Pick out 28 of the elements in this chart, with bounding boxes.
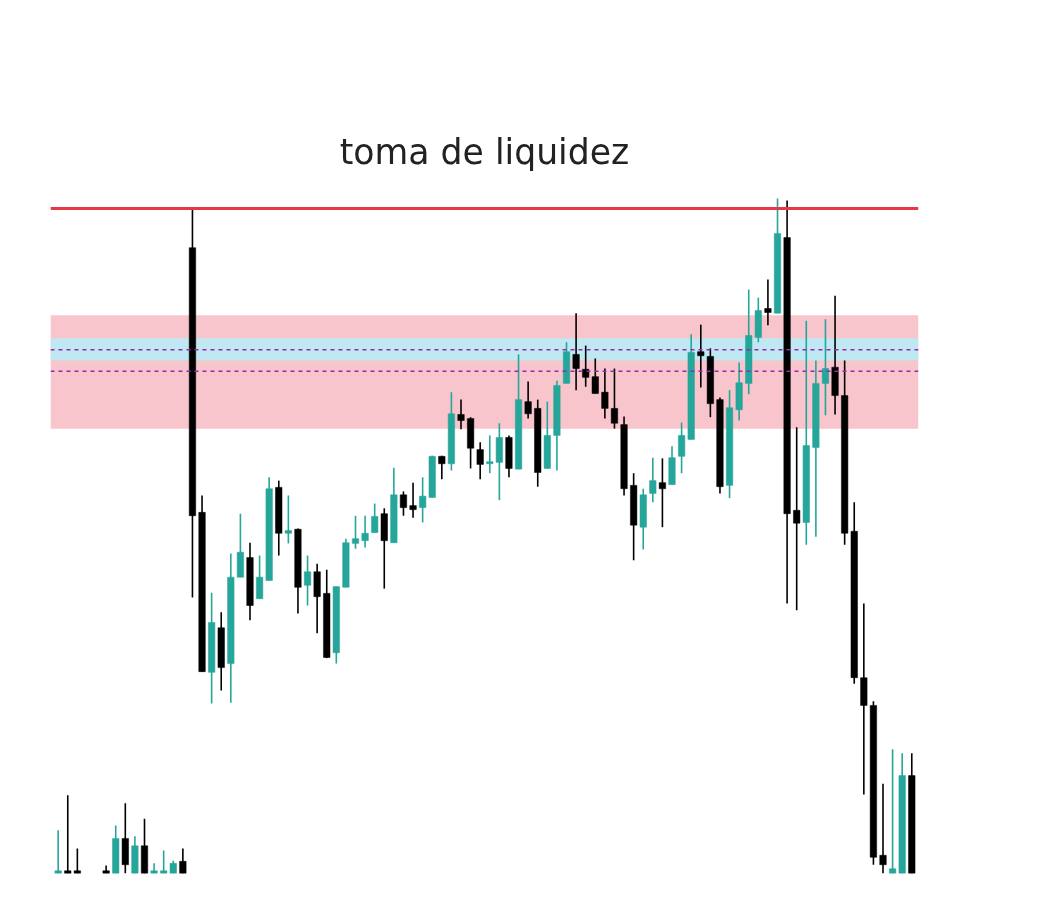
candlestick xyxy=(486,434,494,474)
candlestick xyxy=(821,318,829,416)
candlestick xyxy=(256,554,264,600)
chart-title: toma de liquidez xyxy=(339,131,630,172)
candlestick xyxy=(649,456,657,504)
candlestick xyxy=(179,847,187,874)
candlestick xyxy=(610,367,618,430)
candlestick xyxy=(304,554,312,607)
candlestick xyxy=(879,782,887,874)
candlestick xyxy=(582,344,590,388)
candlestick xyxy=(371,502,379,534)
candlestick xyxy=(351,514,360,550)
candlestick xyxy=(457,398,465,431)
candlestick xyxy=(697,323,705,389)
candlestick xyxy=(658,457,666,528)
candlestick xyxy=(591,357,599,395)
candlestick xyxy=(601,367,609,420)
candlestick xyxy=(793,426,801,612)
candlestick xyxy=(284,494,292,545)
candlestick xyxy=(361,514,369,549)
candlestick xyxy=(476,441,484,481)
candlestick xyxy=(399,490,407,517)
candlestick xyxy=(150,862,158,874)
candlestick xyxy=(54,829,62,874)
candlestick xyxy=(764,278,772,327)
candlestick xyxy=(572,312,580,391)
candlestick xyxy=(409,481,417,519)
candlestick xyxy=(524,380,532,420)
